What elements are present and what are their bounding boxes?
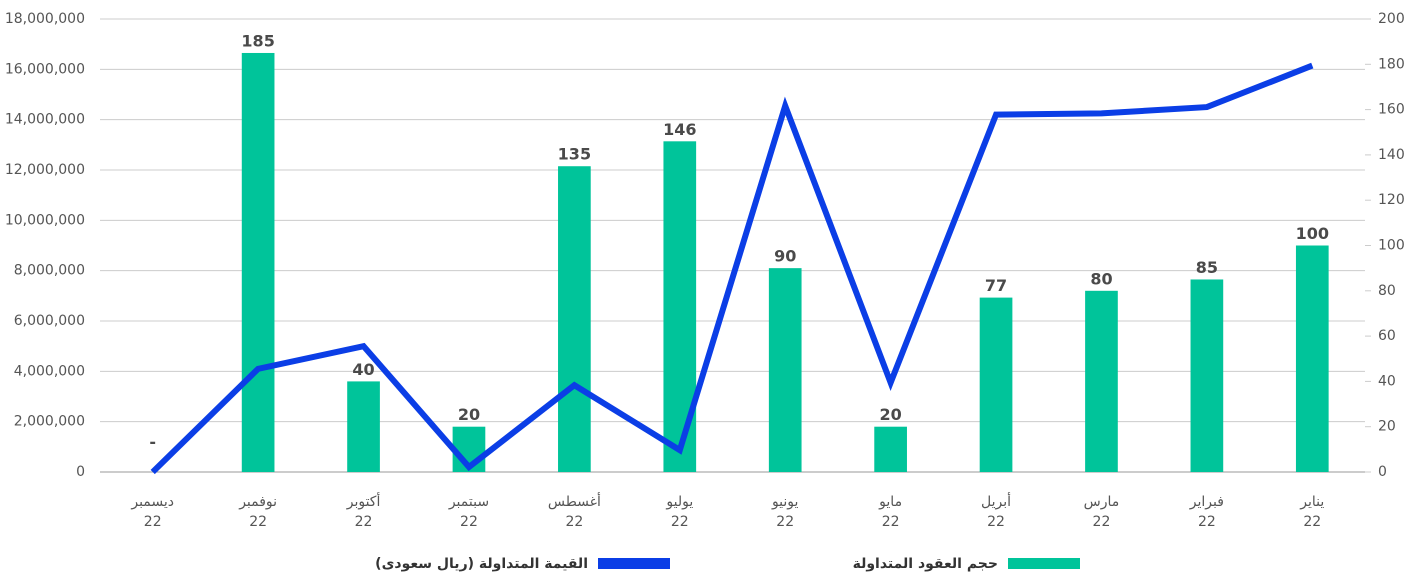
value-label: 85 — [1196, 258, 1218, 277]
y-tick-label: 14,000,000 — [5, 112, 85, 128]
x-tick-label: 22 — [565, 514, 583, 530]
y-tick-label: 2,000,000 — [14, 414, 85, 430]
value-label: 135 — [558, 145, 591, 164]
y-tick-label: 16,000,000 — [5, 61, 85, 77]
bar — [874, 426, 907, 472]
x-tick-label: مايو — [878, 494, 902, 510]
x-tick-label: أكتوبر — [346, 492, 381, 510]
bar — [1190, 279, 1224, 472]
y-tick-label: 4,000,000 — [14, 363, 85, 379]
line — [150, 62, 1314, 475]
x-tick-label: 22 — [882, 514, 900, 530]
x-tick-label: 22 — [987, 514, 1005, 530]
x-tick-label: 22 — [776, 514, 794, 530]
legend-label: القيمة المتداولة (ريال سعودى) — [375, 556, 588, 572]
y2-tick-label: 180 — [1378, 56, 1405, 72]
y2-tick-label: 80 — [1378, 283, 1396, 299]
y2-tick-label: 120 — [1378, 192, 1405, 208]
x-tick-label: يوليو — [665, 494, 693, 510]
y2-tick-label: 140 — [1378, 147, 1405, 163]
x-tick-label: 22 — [460, 514, 478, 530]
y2-tick-label: 60 — [1378, 328, 1396, 344]
y2-tick-label: 160 — [1378, 102, 1405, 118]
y-tick-label: 18,000,000 — [5, 11, 85, 27]
value-label: 40 — [352, 360, 374, 379]
x-tick-label: فبراير — [1189, 494, 1224, 510]
bar — [347, 381, 380, 472]
x-tick-label: سبتمبر — [448, 494, 489, 510]
x-tick-label: أغسطس — [548, 492, 601, 510]
value-label: 146 — [663, 120, 696, 139]
bar — [1085, 290, 1118, 472]
value-label: 90 — [774, 247, 796, 266]
x-tick-label: مارس — [1084, 494, 1120, 510]
x-tick-label: 22 — [671, 514, 689, 530]
x-tick-label: 22 — [144, 514, 162, 530]
x-tick-label: ديسمبر — [130, 494, 174, 510]
x-tick-label: 22 — [249, 514, 267, 530]
y-tick-label: 12,000,000 — [5, 162, 85, 178]
value-label: 80 — [1090, 269, 1112, 288]
legend-label: حجم العقود المتداولة — [853, 556, 998, 572]
value-label: 20 — [879, 405, 901, 424]
legend-swatch — [1008, 558, 1080, 569]
y2-tick-label: 100 — [1378, 238, 1405, 254]
bar — [768, 268, 802, 472]
y2-tick-label: 0 — [1378, 464, 1387, 480]
y-tick-label: 6,000,000 — [14, 313, 85, 329]
x-tick-label: 22 — [355, 514, 373, 530]
value-label: - — [149, 433, 156, 452]
y2-tick-label: 200 — [1378, 11, 1405, 27]
y-tick-label: 8,000,000 — [14, 263, 85, 279]
x-tick-label: 22 — [1093, 514, 1111, 530]
y2-tick-label: 40 — [1378, 373, 1396, 389]
x-tick-label: نوفمبر — [238, 494, 277, 510]
value-label: 77 — [985, 276, 1007, 295]
x-tick-label: أبريل — [981, 492, 1011, 510]
x-tick-label: 22 — [1303, 514, 1321, 530]
bar — [979, 297, 1013, 472]
value-label: 20 — [458, 405, 480, 424]
y-tick-label: 0 — [76, 464, 85, 480]
bar — [1295, 245, 1329, 472]
x-tick-label: يونيو — [771, 494, 799, 510]
y-tick-label: 10,000,000 — [5, 212, 85, 228]
legend-swatch — [598, 558, 670, 569]
bar — [558, 166, 591, 472]
y2-tick-label: 20 — [1378, 419, 1396, 435]
value-label: 100 — [1296, 224, 1329, 243]
bar — [241, 52, 275, 472]
x-tick-label: يناير — [1299, 494, 1324, 510]
value-label: 185 — [241, 31, 274, 50]
x-tick-label: 22 — [1198, 514, 1216, 530]
